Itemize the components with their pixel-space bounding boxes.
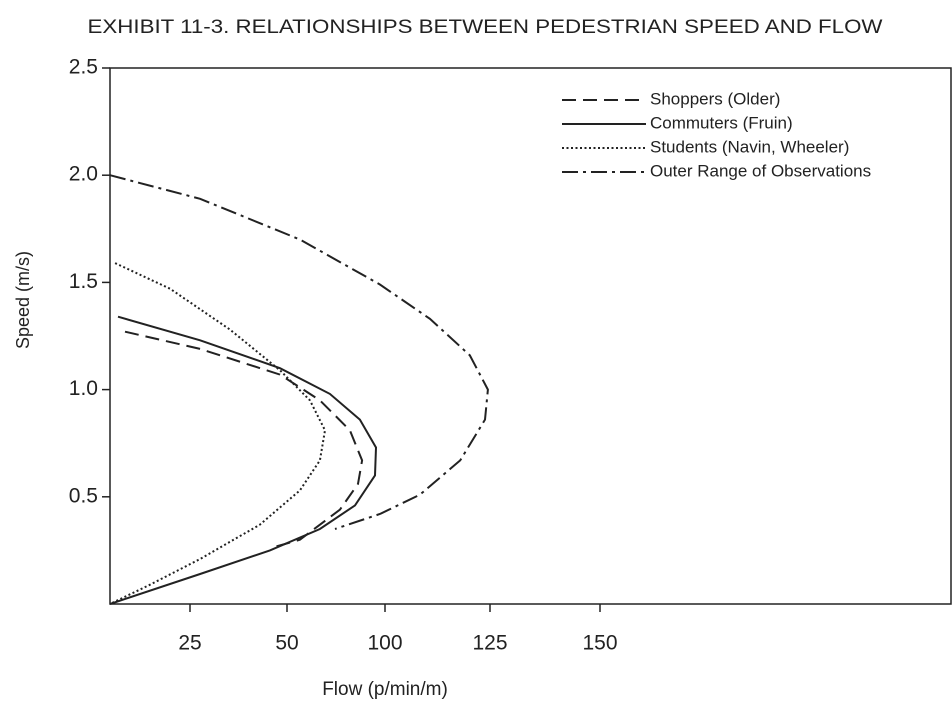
legend-label: Outer Range of Observations <box>650 161 871 180</box>
plot-frame <box>109 67 952 605</box>
y-tick-label: 2.5 <box>69 56 98 79</box>
series-line <box>124 330 364 550</box>
x-axis-label: Flow (p/min/m) <box>322 679 448 700</box>
y-tick-label: 0.5 <box>69 484 98 507</box>
x-tick-label: 125 <box>472 632 507 655</box>
y-axis-label: Speed (m/s) <box>13 251 33 349</box>
series-line <box>109 262 327 605</box>
legend-label: Shoppers (Older) <box>650 89 780 108</box>
series-line <box>109 174 489 530</box>
y-tick-label: 2.0 <box>69 163 98 186</box>
x-tick-label: 25 <box>178 632 201 655</box>
series-line <box>109 315 378 605</box>
x-tick-label: 150 <box>582 632 617 655</box>
chart-title: EXHIBIT 11-3. RELATIONSHIPS BETWEEN PEDE… <box>88 17 883 38</box>
legend-label: Students (Navin, Wheeler) <box>650 137 849 156</box>
x-tick-label: 50 <box>275 632 298 655</box>
x-tick-label: 100 <box>367 632 402 655</box>
y-tick-label: 1.5 <box>69 270 98 293</box>
legend-label: Commuters (Fruin) <box>650 113 793 132</box>
y-tick-label: 1.0 <box>69 377 98 400</box>
